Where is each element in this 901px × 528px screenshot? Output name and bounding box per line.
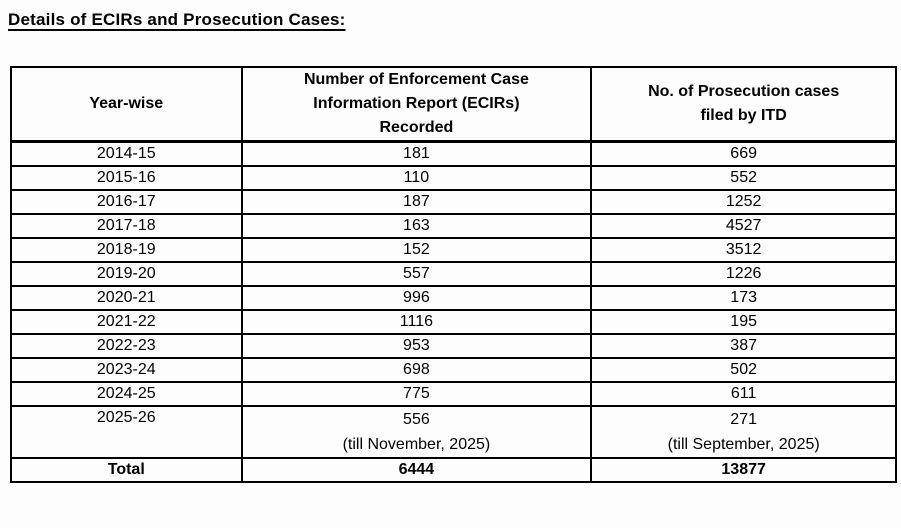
year-cell: 2016-17 xyxy=(10,189,243,215)
prosecution-cell: 4527 xyxy=(590,213,897,239)
ecir-cell: 775 xyxy=(240,381,593,407)
table-row: 2025-26 556 (till November, 2025) 271 (t… xyxy=(10,405,897,459)
prosecution-cell: 271 (till September, 2025) xyxy=(590,405,897,459)
prosecution-cell: 1226 xyxy=(590,261,897,287)
table-row: 2022-23 953 387 xyxy=(10,333,897,359)
table-row: 2020-21 996 173 xyxy=(10,285,897,311)
prosecution-cell: 502 xyxy=(590,357,897,383)
ecir-cell: 996 xyxy=(240,285,593,311)
prosecution-cell: 669 xyxy=(590,140,897,167)
prosecution-cell: 3512 xyxy=(590,237,897,263)
year-cell: 2020-21 xyxy=(10,285,243,311)
ecir-prosecution-table: Year-wise Number of Enforcement Case Inf… xyxy=(10,66,897,483)
ecir-cell: 557 xyxy=(240,261,593,287)
total-label-cell: Total xyxy=(10,457,243,483)
year-cell: 2022-23 xyxy=(10,333,243,359)
prosecution-cell: 1252 xyxy=(590,189,897,215)
prosecution-cell: 173 xyxy=(590,285,897,311)
ecir-cell: 953 xyxy=(240,333,593,359)
document-page: Details of ECIRs and Prosecution Cases: … xyxy=(0,10,901,483)
ecir-cell: 110 xyxy=(240,165,593,191)
prosecution-cell: 611 xyxy=(590,381,897,407)
table-row: 2016-17 187 1252 xyxy=(10,189,897,215)
ecir-cell: 698 xyxy=(240,357,593,383)
year-cell: 2024-25 xyxy=(10,381,243,407)
prosecution-cell: 387 xyxy=(590,333,897,359)
table-row: 2015-16 110 552 xyxy=(10,165,897,191)
table-row: 2024-25 775 611 xyxy=(10,381,897,407)
ecir-note: (till November, 2025) xyxy=(342,436,491,453)
table-row: 2017-18 163 4527 xyxy=(10,213,897,239)
header-ecirs-recorded: Number of Enforcement Case Information R… xyxy=(240,66,593,143)
ecir-cell: 181 xyxy=(240,140,593,167)
ecir-cell: 152 xyxy=(240,237,593,263)
page-title: Details of ECIRs and Prosecution Cases: xyxy=(8,10,346,29)
year-cell: 2019-20 xyxy=(10,261,243,287)
table-row: 2018-19 152 3512 xyxy=(10,237,897,263)
ecir-value: 556 xyxy=(403,411,430,428)
year-cell: 2015-16 xyxy=(10,165,243,191)
year-cell: 2021-22 xyxy=(10,309,243,335)
total-ecir-cell: 6444 xyxy=(240,457,593,483)
ecir-cell: 556 (till November, 2025) xyxy=(240,405,593,459)
year-cell: 2017-18 xyxy=(10,213,243,239)
table-row: 2014-15 181 669 xyxy=(10,140,897,167)
ecir-cell: 1116 xyxy=(240,309,593,335)
header-row: Year-wise Number of Enforcement Case Inf… xyxy=(10,66,897,143)
header-year-wise: Year-wise xyxy=(10,66,243,143)
year-cell: 2018-19 xyxy=(10,237,243,263)
total-prosecution-cell: 13877 xyxy=(590,457,897,483)
year-cell: 2014-15 xyxy=(10,140,243,167)
prosecution-value: 271 xyxy=(730,411,757,428)
year-cell: 2023-24 xyxy=(10,357,243,383)
year-cell: 2025-26 xyxy=(10,405,243,459)
table-header: Year-wise Number of Enforcement Case Inf… xyxy=(10,66,897,143)
table-row: 2021-22 1116 195 xyxy=(10,309,897,335)
ecir-cell: 187 xyxy=(240,189,593,215)
ecir-cell: 163 xyxy=(240,213,593,239)
prosecution-cell: 195 xyxy=(590,309,897,335)
prosecution-cell: 552 xyxy=(590,165,897,191)
table-row: 2023-24 698 502 xyxy=(10,357,897,383)
total-row: Total 6444 13877 xyxy=(10,457,897,483)
table-row: 2019-20 557 1226 xyxy=(10,261,897,287)
prosecution-note: (till September, 2025) xyxy=(667,436,820,453)
header-prosecution-cases: No. of Prosecution cases filed by ITD xyxy=(590,66,897,143)
